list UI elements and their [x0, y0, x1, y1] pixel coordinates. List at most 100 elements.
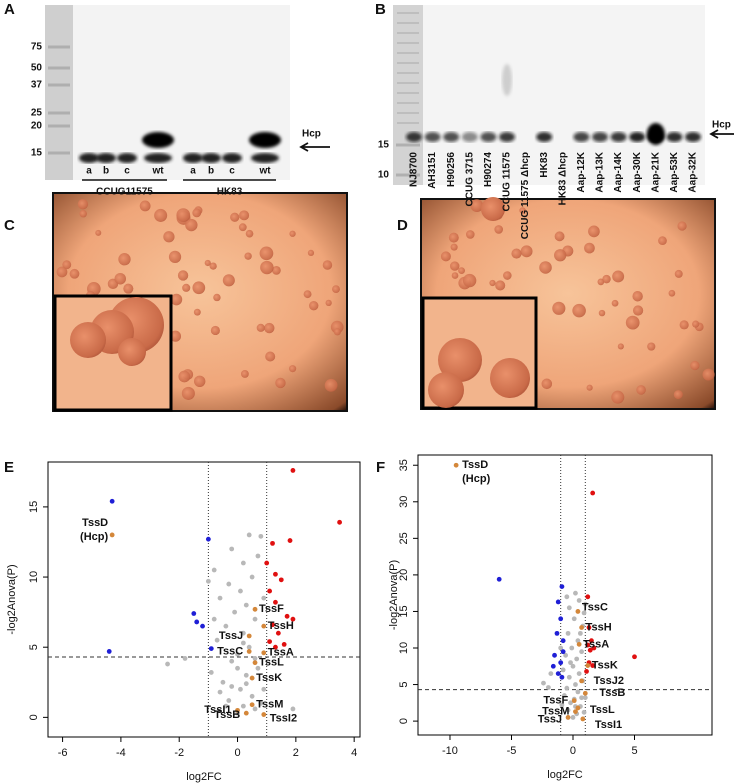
- point: [217, 595, 223, 601]
- lane-label: HK83: [539, 152, 550, 178]
- lane-label: b: [103, 166, 109, 177]
- colony: [449, 261, 460, 271]
- lane-label: wt: [151, 166, 164, 177]
- point: [576, 641, 582, 647]
- colony: [448, 232, 459, 243]
- colony: [139, 200, 151, 212]
- gene-label: TssJ2: [594, 675, 624, 687]
- colony: [79, 209, 87, 218]
- band: [685, 132, 701, 142]
- ladder-band: [396, 143, 420, 147]
- colony: [264, 322, 275, 334]
- point: [235, 651, 240, 657]
- point: [565, 630, 571, 636]
- y-tick-label: 0: [28, 714, 40, 720]
- colony: [213, 293, 221, 302]
- point: [240, 640, 246, 646]
- point: [575, 705, 581, 711]
- ladder-band: [397, 72, 419, 74]
- gene-label: TssH: [268, 620, 294, 632]
- point: [109, 498, 115, 504]
- gene-label: TssI2: [270, 712, 297, 724]
- colony: [244, 252, 252, 260]
- point: [243, 681, 249, 687]
- panel-letter: C: [4, 217, 15, 234]
- lane-label: Aap-12K: [576, 151, 587, 192]
- colony: [154, 208, 168, 222]
- point: [586, 625, 592, 630]
- lane-label: CCUG 3715: [464, 152, 475, 207]
- point: [580, 716, 586, 722]
- point: [575, 638, 581, 644]
- point: [243, 710, 249, 716]
- panel-letter: B: [375, 1, 386, 18]
- point: [453, 462, 459, 468]
- gene-label: TssB: [214, 709, 240, 721]
- colony-photo: [420, 197, 716, 410]
- point: [255, 665, 261, 671]
- colony: [692, 320, 700, 328]
- colony: [668, 289, 676, 297]
- x-tick-label: 2: [293, 747, 299, 759]
- point: [191, 611, 197, 616]
- y-tick-label: 30: [398, 496, 410, 508]
- point: [252, 616, 258, 622]
- colony: [554, 249, 567, 262]
- point: [565, 707, 571, 713]
- gene-label: TssD: [82, 517, 108, 529]
- colony: [554, 231, 565, 242]
- point: [261, 712, 267, 717]
- point: [243, 672, 249, 678]
- colony: [494, 225, 503, 234]
- band: [502, 64, 512, 96]
- band: [251, 153, 279, 163]
- colony: [123, 283, 134, 294]
- point: [571, 698, 577, 704]
- colony: [260, 260, 274, 275]
- colony: [192, 281, 206, 295]
- gene-label: TssL: [259, 657, 284, 669]
- point: [264, 560, 270, 566]
- colony: [193, 375, 206, 387]
- band: [249, 132, 281, 148]
- point: [587, 647, 593, 653]
- point: [182, 656, 188, 661]
- point: [552, 652, 557, 658]
- lane-label: NJ8700: [409, 152, 420, 187]
- colony: [275, 377, 286, 389]
- lane-label: b: [208, 166, 214, 177]
- point: [590, 490, 596, 496]
- arrow-label: Hcp: [302, 129, 321, 140]
- point: [290, 616, 296, 622]
- arrow: [299, 142, 330, 152]
- point: [565, 715, 571, 720]
- colony: [489, 279, 496, 287]
- point: [229, 546, 235, 552]
- ladder-label: 75: [31, 42, 43, 53]
- lane-label: c: [229, 166, 235, 177]
- blot-b: [393, 5, 705, 185]
- point: [246, 649, 252, 654]
- colony: [503, 271, 512, 280]
- colony: [458, 267, 465, 275]
- colony: [588, 225, 600, 238]
- ladder-label: 20: [31, 121, 43, 132]
- point: [246, 633, 252, 639]
- gene-label: (Hcp): [80, 531, 108, 543]
- point: [267, 588, 273, 594]
- point: [560, 649, 566, 655]
- plot-frame: [417, 454, 713, 736]
- point: [558, 616, 564, 622]
- ladder-band: [397, 82, 419, 84]
- colony: [307, 249, 315, 256]
- colony: [333, 328, 341, 336]
- colony: [428, 372, 464, 408]
- x-tick-label: 4: [351, 747, 357, 759]
- point: [573, 709, 578, 715]
- colony: [465, 230, 475, 239]
- point: [570, 715, 576, 720]
- band: [183, 153, 203, 163]
- point: [240, 703, 246, 709]
- colony: [612, 270, 625, 283]
- colony: [632, 305, 644, 316]
